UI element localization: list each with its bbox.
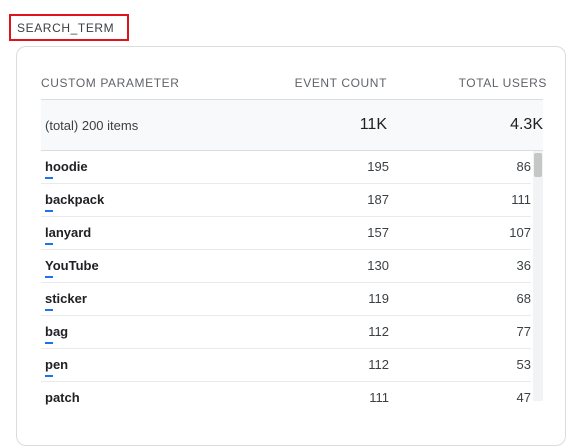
row-parameter-name: pen bbox=[45, 357, 69, 372]
row-total-users: 111 bbox=[511, 192, 531, 207]
row-event-count: 112 bbox=[368, 357, 389, 372]
row-event-count: 130 bbox=[367, 258, 389, 273]
row-total-users: 53 bbox=[516, 357, 531, 372]
table-row[interactable]: pen 112 53 bbox=[41, 349, 531, 382]
row-bar-indicator bbox=[45, 210, 53, 212]
column-header-custom-parameter[interactable]: CUSTOM PARAMETER bbox=[41, 76, 180, 90]
row-bar-indicator bbox=[45, 375, 53, 377]
row-event-count: 195 bbox=[367, 159, 389, 174]
header-divider bbox=[41, 99, 543, 100]
table-row[interactable]: backpack 187 111 bbox=[41, 184, 531, 217]
row-bar-indicator bbox=[45, 309, 53, 311]
totals-event-count: 11K bbox=[359, 116, 387, 133]
scrollbar-thumb[interactable] bbox=[534, 153, 542, 177]
totals-label: (total) 200 items bbox=[45, 118, 139, 133]
row-bar-indicator bbox=[45, 276, 53, 278]
table-row[interactable]: lanyard 157 107 bbox=[41, 217, 531, 250]
row-total-users: 47 bbox=[516, 390, 531, 405]
table-header: CUSTOM PARAMETER EVENT COUNT TOTAL USERS bbox=[17, 47, 565, 99]
row-total-users: 107 bbox=[509, 225, 531, 240]
row-parameter-name: lanyard bbox=[45, 225, 92, 240]
row-parameter-name: bag bbox=[45, 324, 69, 339]
row-event-count: 119 bbox=[368, 291, 389, 306]
table-row[interactable]: YouTube 130 36 bbox=[41, 250, 531, 283]
column-header-total-users[interactable]: TOTAL USERS bbox=[458, 76, 547, 90]
row-total-users: 86 bbox=[516, 159, 531, 174]
row-total-users: 36 bbox=[516, 258, 531, 273]
totals-total-users: 4.3K bbox=[510, 116, 543, 133]
data-table-card: CUSTOM PARAMETER EVENT COUNT TOTAL USERS… bbox=[16, 46, 566, 446]
table-row[interactable]: hoodie 195 86 bbox=[41, 151, 531, 184]
table-scrollbar[interactable] bbox=[533, 151, 543, 401]
row-parameter-name: hoodie bbox=[45, 159, 88, 174]
row-bar-indicator bbox=[45, 342, 53, 344]
totals-row: (total) 200 items 11K 4.3K bbox=[41, 100, 543, 151]
table-row[interactable]: sticker 119 68 bbox=[41, 283, 531, 316]
table-body: hoodie 195 86 backpack 187 111 lanyard 1… bbox=[41, 151, 531, 414]
row-total-users: 68 bbox=[516, 291, 531, 306]
row-event-count: 112 bbox=[368, 324, 389, 339]
row-parameter-name: sticker bbox=[45, 291, 87, 306]
table-row[interactable]: bag 112 77 bbox=[41, 316, 531, 349]
row-total-users: 77 bbox=[516, 324, 531, 339]
row-event-count: 187 bbox=[367, 192, 389, 207]
table-row[interactable]: patch 111 47 bbox=[41, 382, 531, 414]
row-bar-indicator bbox=[45, 243, 53, 245]
row-event-count: 157 bbox=[367, 225, 389, 240]
column-header-event-count[interactable]: EVENT COUNT bbox=[294, 76, 387, 90]
row-parameter-name: YouTube bbox=[45, 258, 99, 273]
section-title: SEARCH_TERM bbox=[9, 14, 129, 41]
row-parameter-name: backpack bbox=[45, 192, 105, 207]
row-bar-indicator bbox=[45, 177, 53, 179]
row-event-count: 111 bbox=[369, 390, 389, 405]
row-parameter-name: patch bbox=[45, 390, 80, 405]
